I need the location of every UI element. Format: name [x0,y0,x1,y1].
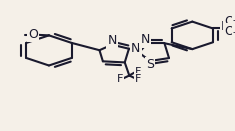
Text: F: F [117,74,123,84]
Text: F: F [135,67,141,77]
Text: +: + [226,20,232,29]
Text: N: N [107,34,117,47]
Text: O: O [224,25,234,38]
Text: -: - [233,27,235,37]
Text: S: S [146,58,154,71]
Text: F: F [135,74,141,84]
Text: N: N [141,33,150,47]
Text: O: O [28,28,38,41]
Text: N: N [131,42,141,55]
Text: O: O [224,15,234,28]
Text: N: N [221,20,230,33]
Text: -: - [233,15,235,25]
